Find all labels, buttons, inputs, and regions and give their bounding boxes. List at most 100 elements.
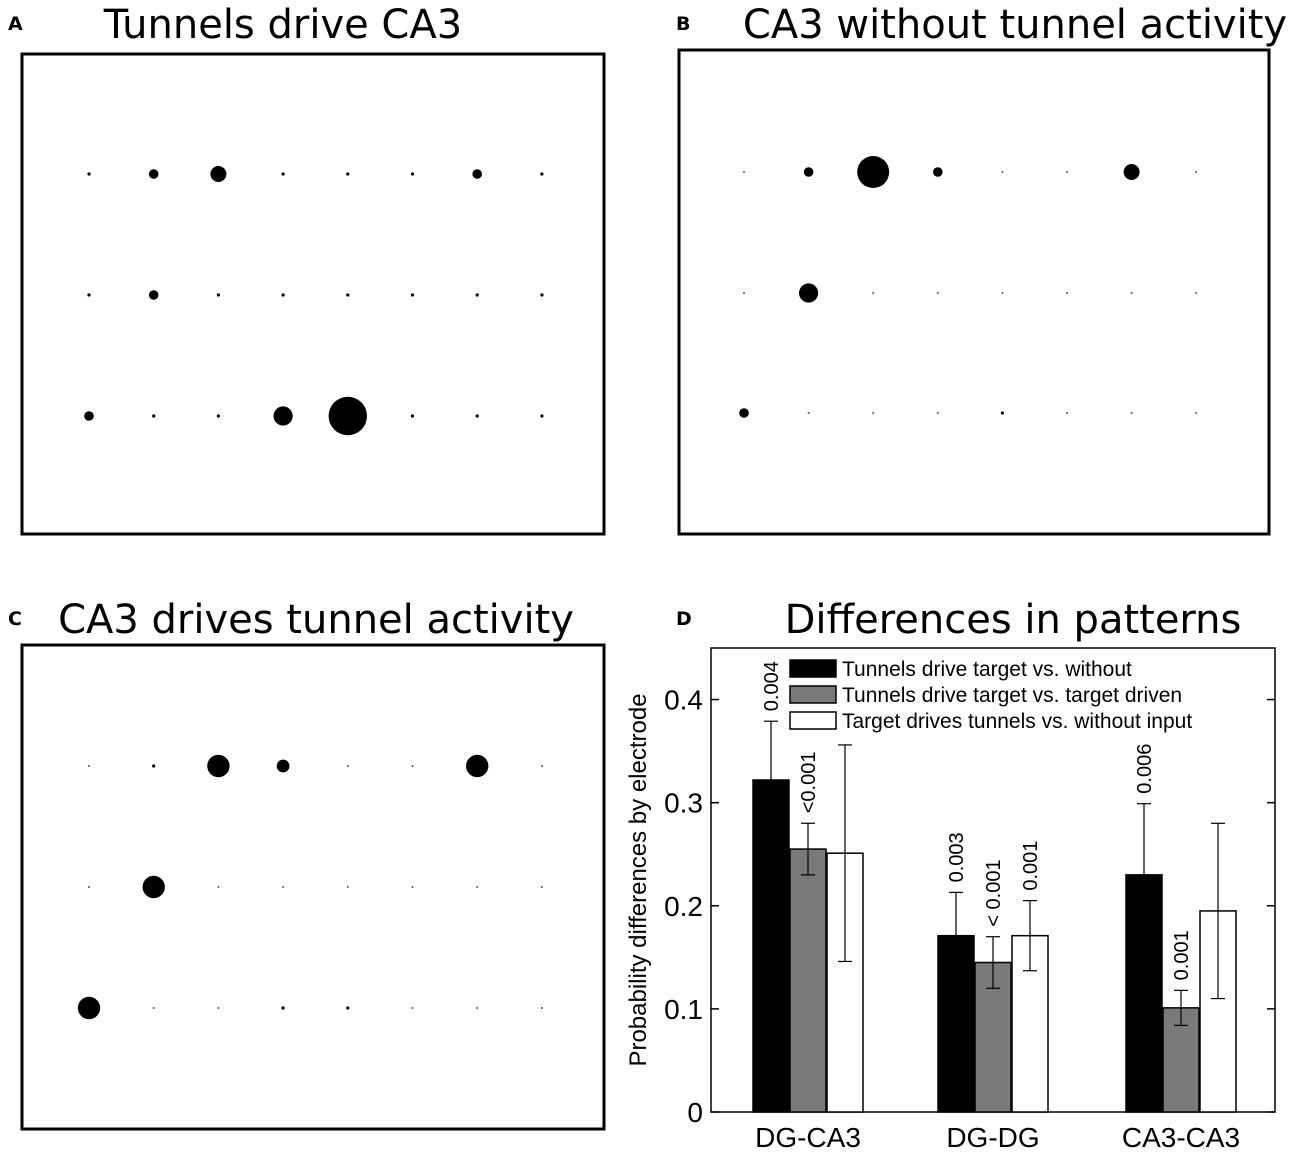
electrode-dot [276, 759, 290, 773]
legend-swatch [789, 711, 837, 730]
electrode-dot [281, 293, 285, 297]
panel-c-dots [77, 754, 543, 1020]
p-value-label: < 0.001 [983, 859, 1005, 926]
electrode-dot [1195, 171, 1198, 173]
electrode-dot [87, 293, 91, 297]
electrode-dot [216, 414, 220, 418]
electrode-dot [475, 293, 479, 297]
electrode-dot [540, 172, 544, 176]
electrode-dot [540, 886, 543, 888]
electrode-dot [152, 414, 156, 418]
x-tick-label: DG-DG [946, 1122, 1039, 1153]
electrode-dot [411, 886, 414, 888]
y-tick-label: 0.1 [664, 994, 703, 1025]
panel-a-frame [20, 52, 606, 536]
electrode-dot [273, 406, 293, 426]
electrode-dot [1066, 171, 1068, 173]
panel-a-title: Tunnels drive CA3 [103, 2, 462, 48]
electrode-dot [872, 412, 875, 414]
panel-b-dots [739, 156, 1198, 418]
electrode-dot [142, 875, 165, 899]
electrode-dot [1001, 171, 1004, 173]
electrode-dot [282, 886, 285, 888]
p-value-label: 0.001 [1020, 841, 1042, 891]
y-axis-label: Probability differences by electrode [625, 693, 652, 1066]
electrode-dot [88, 886, 90, 888]
electrode-dot [540, 414, 544, 418]
electrode-dot [1066, 292, 1068, 294]
y-tick-label: 0.4 [664, 685, 703, 716]
p-value-label: <0.001 [798, 752, 820, 814]
y-tick-label: 0.3 [664, 788, 703, 819]
electrode-dot [411, 765, 414, 767]
electrode-dot [739, 408, 749, 418]
legend-entry: Tunnels drive target vs. without [842, 658, 1132, 681]
electrode-dot [936, 292, 939, 294]
x-axis: DG-CA3 DG-DG CA3-CA3 [755, 1122, 1240, 1153]
electrode-dot [148, 290, 159, 300]
electrode-dot [410, 172, 415, 176]
panel-c-letter: C [8, 608, 22, 630]
electrode-dot [346, 293, 350, 297]
electrode-dot [1123, 164, 1140, 180]
electrode-dot [148, 169, 159, 179]
electrode-dot [475, 414, 479, 418]
y-tick-label: 0.2 [664, 891, 703, 922]
panel-b-letter: B [676, 13, 690, 35]
y-axis: 0 0.1 0.2 0.3 0.4 [664, 685, 1275, 1128]
electrode-dot [281, 172, 285, 176]
panel-a-letter: A [8, 13, 23, 35]
electrode-dot [152, 1007, 155, 1009]
panel-d-title: Differences in patterns [785, 597, 1242, 643]
electrode-dot [540, 293, 544, 297]
electrode-dot [1066, 412, 1068, 414]
electrode-dot [1130, 292, 1133, 294]
electrode-dot [88, 765, 90, 767]
error-bars [764, 720, 1225, 1026]
p-value-labels: 0.004 <0.001 0.003 < 0.001 0.001 0.006 0.001 [761, 661, 1193, 980]
electrode-dot [807, 412, 810, 414]
legend-entry: Tunnels drive target vs. target driven [842, 684, 1182, 707]
electrode-dot [77, 996, 101, 1020]
bars [752, 779, 1237, 1113]
p-value-label: 0.001 [1171, 930, 1193, 980]
electrode-dot [217, 1007, 220, 1009]
electrode-dot [87, 172, 91, 176]
electrode-dot [803, 167, 814, 177]
electrode-dot [346, 172, 350, 176]
electrode-dot [1195, 292, 1198, 294]
p-value-label: 0.006 [1134, 744, 1156, 794]
electrode-dot [1001, 292, 1004, 294]
electrode-dot [743, 171, 745, 173]
electrode-dot [346, 886, 349, 888]
y-tick-label: 0 [687, 1097, 703, 1128]
panel-c-frame [20, 643, 606, 1131]
legend-swatch [789, 685, 837, 704]
electrode-dot [410, 414, 415, 418]
panel-a-dots [84, 166, 544, 436]
panel-b-title: CA3 without tunnel activity [743, 2, 1287, 48]
electrode-dot [472, 169, 483, 179]
electrode-dot [540, 765, 543, 767]
legend-entry: Target drives tunnels vs. without input [842, 710, 1192, 733]
electrode-dot [281, 1006, 285, 1010]
electrode-dot [466, 754, 489, 778]
p-value-label: 0.004 [761, 661, 783, 711]
p-value-label: 0.003 [946, 832, 968, 882]
bar [789, 848, 827, 1113]
electrode-dot [217, 886, 220, 888]
electrode-dot [346, 765, 349, 767]
electrode-dot [328, 396, 367, 436]
electrode-dot [346, 1006, 350, 1010]
electrode-dot [207, 754, 230, 778]
legend: Tunnels drive target vs. without Tunnels … [789, 658, 1192, 733]
electrode-dot [411, 1007, 414, 1009]
legend-swatch [789, 659, 837, 678]
electrode-dot [540, 1007, 543, 1009]
electrode-dot [1000, 411, 1005, 415]
x-tick-label: DG-CA3 [755, 1122, 861, 1153]
x-tick-label: CA3-CA3 [1122, 1122, 1240, 1153]
electrode-dot [210, 166, 227, 182]
